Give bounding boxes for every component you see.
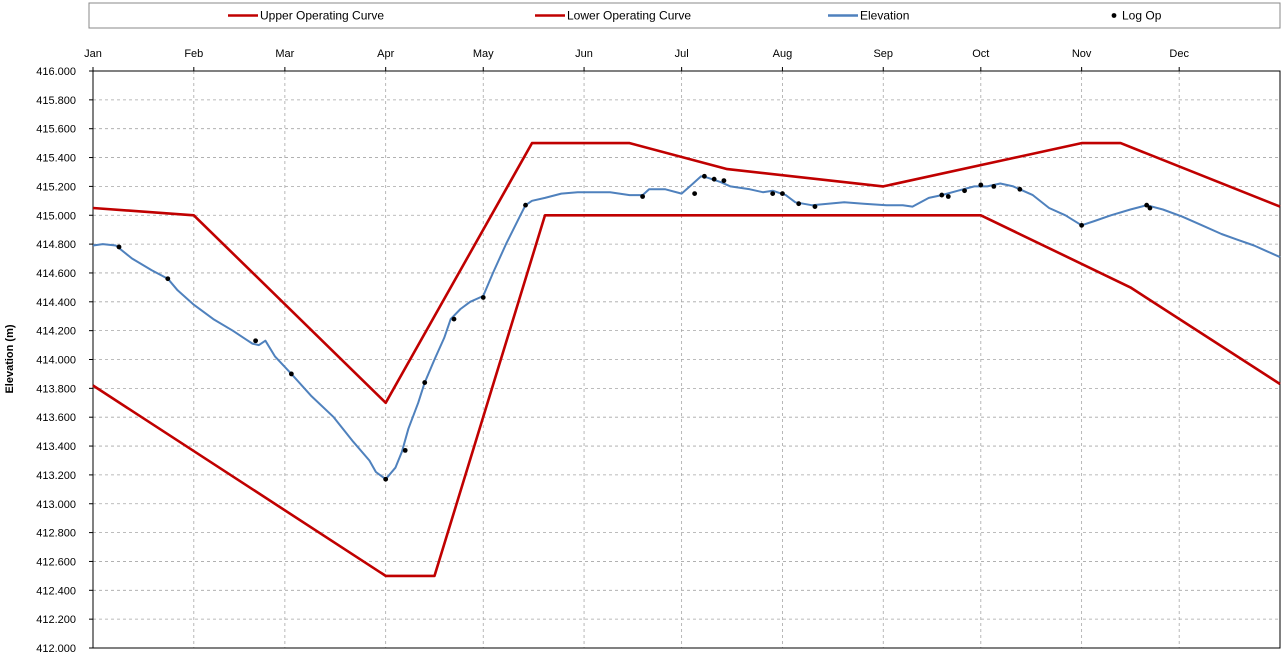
log-op-point — [945, 194, 951, 199]
log-op-point — [402, 447, 408, 453]
y-axis-label: Elevation (m) — [4, 324, 16, 393]
log-op-point — [812, 204, 818, 209]
month-label-jun: Jun — [575, 48, 593, 60]
y-tick-label: 415.600 — [36, 124, 76, 136]
log-op-point — [1147, 205, 1153, 211]
y-tick-label: 413.800 — [36, 383, 76, 395]
month-label-dec: Dec — [1169, 48, 1189, 60]
y-tick-label: 413.000 — [36, 499, 76, 511]
log-op-point — [480, 295, 486, 300]
y-tick-label: 414.000 — [36, 355, 76, 367]
lower-operating-curve-legend-label: Lower Operating Curve — [567, 9, 691, 23]
y-tick-label: 415.800 — [36, 95, 76, 107]
log-op-point — [116, 244, 122, 250]
month-label-apr: Apr — [377, 48, 394, 60]
y-tick-label: 416.000 — [36, 66, 76, 78]
log-op-point — [422, 380, 428, 385]
y-tick-label: 413.400 — [36, 441, 76, 453]
log-op-point — [962, 188, 967, 194]
elevation-line — [92, 175, 1281, 481]
y-tick-label: 414.600 — [36, 268, 76, 280]
log-op-point — [640, 194, 645, 199]
y-tick-label: 414.200 — [36, 326, 76, 338]
legend-box — [88, 2, 1281, 29]
log-op-point — [978, 182, 984, 188]
log-op-point — [451, 316, 457, 322]
y-tick-label: 412.000 — [36, 643, 76, 653]
elevation-legend-label: Elevation — [860, 9, 909, 23]
y-tick-label: 415.000 — [36, 210, 76, 222]
log-op-point — [383, 476, 389, 482]
month-label-mar: Mar — [275, 48, 294, 60]
month-labels: Jan Feb Mar Apr May Jun Jul Aug Sep Oct Nov Dec — [84, 48, 1189, 71]
log-op-point — [1017, 186, 1023, 192]
month-label-feb: Feb — [184, 48, 203, 60]
lower-operating-curve-line — [92, 214, 1281, 578]
log-op-point — [721, 178, 727, 184]
log-op-point — [711, 176, 717, 182]
log-op-point — [701, 173, 707, 179]
month-label-may: May — [473, 48, 494, 60]
month-label-oct: Oct — [972, 48, 989, 60]
log-op-point — [1079, 222, 1085, 228]
log-op-point — [796, 201, 802, 207]
log-op-point — [165, 276, 171, 282]
log-op-point — [939, 192, 945, 198]
y-tick-label: 413.600 — [36, 412, 76, 424]
legend: Upper Operating Curve Lower Operating Cur… — [228, 9, 1162, 23]
month-label-sep: Sep — [873, 48, 893, 60]
y-tick-label: 413.200 — [36, 470, 76, 482]
month-label-aug: Aug — [773, 48, 793, 60]
log-op-legend-swatch — [1111, 13, 1117, 18]
upper-operating-curve-legend-label: Upper Operating Curve — [260, 9, 384, 23]
series-layer — [92, 141, 1281, 578]
y-tick-label: 414.800 — [36, 239, 76, 251]
log-op-point — [692, 191, 698, 197]
y-tick-label: 415.400 — [36, 153, 76, 165]
log-op-point — [288, 371, 294, 377]
month-label-nov: Nov — [1072, 48, 1092, 60]
y-tick-label: 412.600 — [36, 556, 76, 568]
log-op-point — [1144, 202, 1150, 208]
month-label-jan: Jan — [84, 48, 102, 60]
log-op-point — [253, 338, 259, 344]
y-tick-label: 415.200 — [36, 181, 76, 193]
log-op-point — [770, 191, 776, 197]
y-tick-label: 414.400 — [36, 297, 76, 309]
log-op-legend-label: Log Op — [1122, 9, 1162, 23]
log-op-point — [780, 191, 785, 197]
log-op-point — [991, 184, 997, 189]
log-op-point — [523, 202, 528, 208]
y-axis: 412.000 412.200 412.400 412.600 412.800 413.0… — [36, 66, 93, 653]
y-tick-label: 412.400 — [36, 585, 76, 597]
y-tick-label: 412.200 — [36, 614, 76, 626]
month-label-jul: Jul — [675, 48, 689, 60]
y-tick-label: 412.800 — [36, 528, 76, 540]
upper-operating-curve-line — [92, 141, 1281, 405]
